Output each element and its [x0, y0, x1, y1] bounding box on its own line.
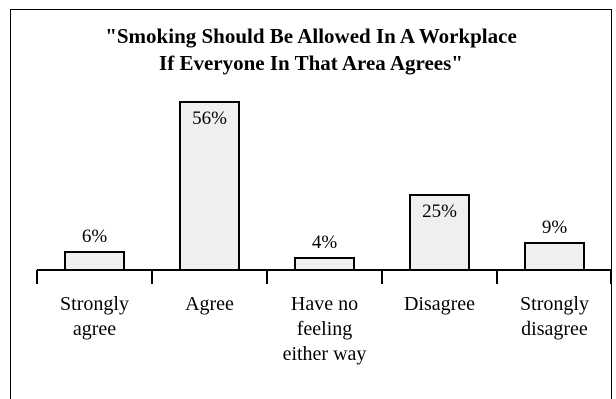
bar: [179, 101, 240, 271]
bar-value-label: 4%: [312, 232, 338, 253]
category-label-line: disagree: [521, 318, 588, 340]
bar-value-label: 25%: [422, 201, 457, 222]
bar-value-label: 56%: [192, 108, 227, 129]
category-label: Strongly agree: [37, 292, 152, 342]
chart-title-line-2: If Everyone In That Area Agrees": [159, 51, 463, 75]
category-label-line: Strongly: [520, 293, 589, 315]
category-label-line: feeling: [296, 318, 353, 340]
category-label-line: agree: [72, 318, 117, 340]
chart-title-line-1: "Smoking Should Be Allowed In A Workplac…: [105, 24, 517, 48]
category-label: Agree: [152, 292, 267, 317]
chart-title: "Smoking Should Be Allowed In A Workplac…: [10, 23, 612, 77]
chart-frame: [10, 9, 612, 399]
bar: [294, 257, 355, 271]
bar-value-label: 6%: [82, 226, 108, 247]
category-label: Strongly disagree: [497, 292, 612, 342]
bar: [64, 251, 125, 271]
category-label: Disagree: [382, 292, 497, 317]
category-label: Have no feeling either way: [267, 292, 382, 367]
category-label-line: either way: [282, 343, 367, 365]
bar-value-label: 9%: [542, 217, 568, 238]
bar: [409, 194, 470, 271]
category-label-line: Agree: [185, 293, 234, 315]
category-label-line: Disagree: [403, 293, 476, 315]
category-label-line: Strongly: [60, 293, 129, 315]
category-label-line: Have no: [290, 293, 359, 315]
bar: [524, 242, 585, 271]
